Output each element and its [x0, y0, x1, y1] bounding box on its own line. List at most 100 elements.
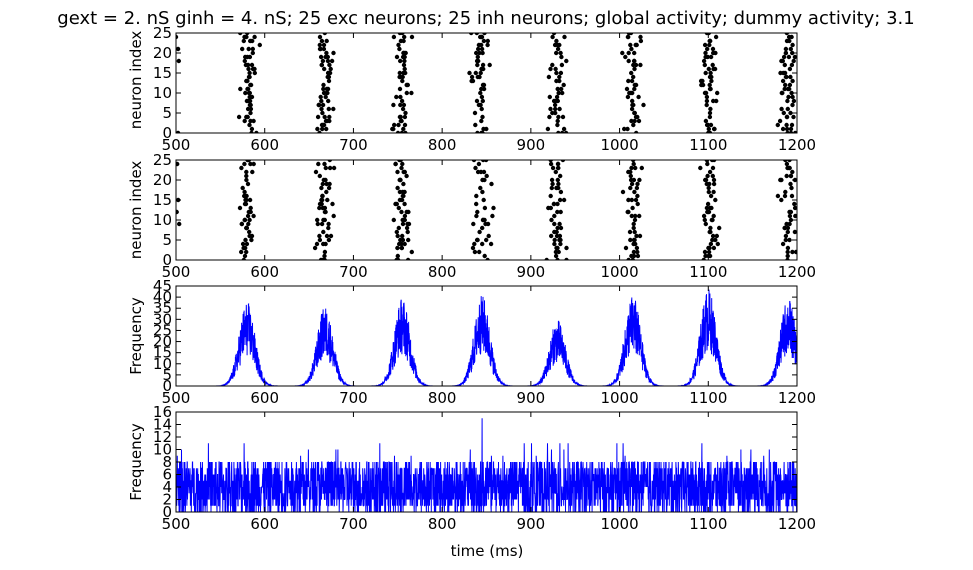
- spike-point: [548, 160, 553, 163]
- spike-point: [244, 173, 249, 179]
- spike-point: [482, 217, 487, 223]
- spike-point: [480, 50, 485, 56]
- spike-point: [403, 130, 408, 133]
- spike-point: [557, 106, 562, 112]
- spike-point: [399, 245, 405, 251]
- spike-point: [702, 217, 707, 223]
- spike-point: [553, 253, 559, 259]
- spike-point: [480, 62, 486, 68]
- spike-point: [558, 70, 564, 76]
- y-tick-label: 0: [162, 251, 172, 269]
- spike-point: [625, 34, 631, 40]
- spike-point: [322, 257, 327, 260]
- spike-point: [791, 58, 796, 64]
- spike-point: [717, 225, 722, 231]
- spike-point: [247, 122, 252, 128]
- y-tick-label: 16: [153, 403, 172, 421]
- spike-point: [705, 46, 710, 52]
- x-tick-label: 900: [517, 515, 546, 533]
- spike-point: [475, 169, 481, 175]
- spike-point: [401, 38, 406, 44]
- spike-point: [409, 34, 415, 40]
- spike-point: [708, 193, 714, 199]
- spike-point: [402, 34, 407, 40]
- spike-point: [246, 66, 251, 72]
- spike-point: [323, 241, 328, 247]
- spike-point: [326, 225, 331, 231]
- spike-point: [326, 74, 332, 80]
- spike-point: [558, 189, 564, 195]
- spike-point: [713, 197, 718, 203]
- spike-point: [550, 62, 555, 68]
- spike-point: [318, 94, 323, 100]
- y-axis-label: neuron index: [127, 161, 145, 260]
- y-tick-label: 12: [153, 428, 172, 446]
- spike-point: [793, 249, 797, 255]
- spike-point: [707, 42, 712, 48]
- spike-point: [620, 189, 626, 195]
- spike-point: [488, 241, 494, 247]
- spike-point: [706, 245, 711, 251]
- spike-point: [711, 245, 717, 251]
- spike-point: [562, 34, 567, 40]
- spike-point: [176, 161, 180, 167]
- spike-point: [636, 94, 641, 100]
- spike-point: [709, 205, 714, 211]
- spike-point: [790, 102, 795, 108]
- spike-point: [783, 74, 789, 80]
- spike-point: [317, 130, 322, 133]
- spike-point: [558, 241, 563, 247]
- spike-point: [248, 102, 253, 108]
- spike-point: [634, 130, 639, 133]
- spike-point: [477, 50, 482, 56]
- spike-point: [785, 98, 790, 104]
- spike-point: [176, 130, 181, 133]
- spike-point: [399, 118, 404, 124]
- spike-point: [397, 70, 402, 76]
- spike-point: [398, 58, 403, 64]
- spike-point: [472, 110, 478, 116]
- spike-point: [555, 118, 560, 124]
- spike-point: [563, 130, 569, 133]
- spike-point: [402, 213, 408, 219]
- spike-point: [177, 221, 182, 227]
- spike-point: [331, 165, 337, 171]
- spike-point: [784, 33, 789, 36]
- spike-point: [706, 189, 711, 195]
- spike-point: [321, 46, 327, 52]
- spike-point: [396, 122, 401, 128]
- y-tick-label: 6: [162, 466, 172, 484]
- x-tick-label: 600: [250, 263, 279, 281]
- spike-point: [545, 126, 551, 132]
- spike-point: [479, 46, 485, 52]
- spike-point: [556, 90, 561, 96]
- spike-point: [391, 102, 396, 108]
- spike-point: [628, 185, 633, 191]
- spike-point: [325, 90, 330, 96]
- spike-point: [552, 102, 558, 108]
- spike-point: [779, 197, 784, 203]
- spike-point: [629, 118, 634, 124]
- spike-point: [394, 94, 399, 100]
- x-tick-label: 700: [339, 263, 368, 281]
- spike-point: [631, 249, 637, 255]
- spike-point: [629, 197, 634, 203]
- spike-point: [401, 126, 406, 132]
- spike-point: [401, 62, 407, 68]
- spike-point: [327, 160, 332, 163]
- spike-point: [787, 66, 793, 72]
- spike-point: [793, 130, 797, 133]
- y-tick-label: 10: [153, 441, 172, 459]
- spike-point: [710, 217, 715, 223]
- y-tick-label: 0: [162, 377, 172, 395]
- spike-point: [631, 74, 636, 80]
- spike-point: [549, 185, 554, 191]
- x-tick-label: 1200: [778, 515, 816, 533]
- spike-point: [548, 193, 553, 199]
- spike-point: [242, 161, 247, 167]
- spike-point: [713, 237, 718, 243]
- spike-point: [398, 94, 403, 100]
- spike-point: [631, 161, 636, 167]
- spike-point: [392, 122, 397, 128]
- spike-point: [564, 58, 569, 64]
